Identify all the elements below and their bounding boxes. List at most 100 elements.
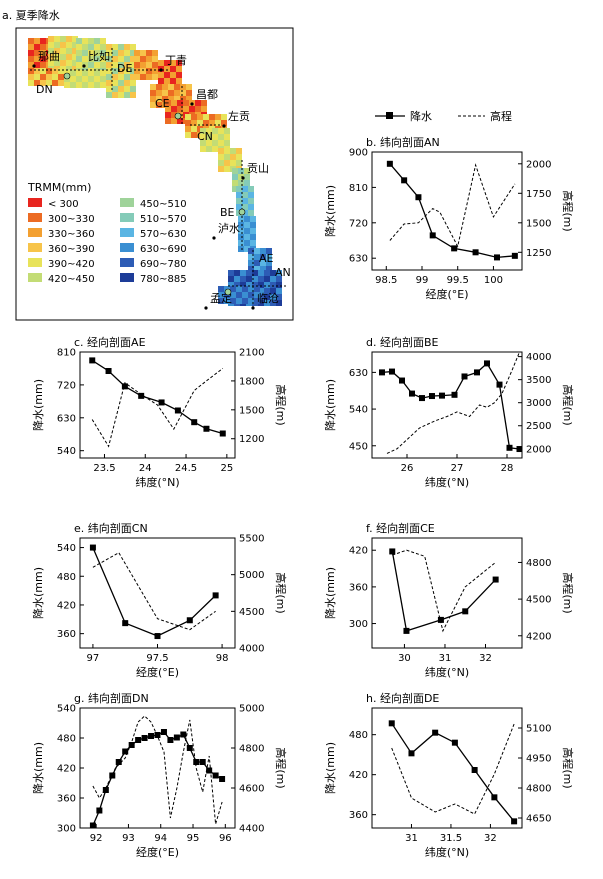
map-cell (94, 56, 100, 62)
map-cell (48, 42, 54, 48)
map-cell (236, 154, 242, 160)
profile-label: AE (259, 252, 274, 265)
map-cell (195, 100, 201, 106)
y-tick-label: 420 (349, 546, 368, 557)
precip-point (199, 759, 206, 765)
map-cell (232, 186, 238, 192)
legend-label: 450~510 (140, 199, 187, 210)
map-cell (118, 80, 124, 86)
precip-point (472, 249, 479, 256)
map-cell (183, 100, 189, 106)
place-dot (159, 68, 163, 72)
map-cell (40, 56, 46, 62)
chart-f: f. 经向剖面CE 30 31 32 300 360 420 4200 4500 4800 纬度(°… (323, 521, 575, 679)
map-cell (40, 50, 46, 56)
y2-tick-label: 1500 (526, 218, 551, 229)
map-cell (124, 80, 130, 86)
place-label: 左贡 (228, 110, 250, 123)
y2-tick-label: 1800 (239, 376, 264, 387)
chart-title: d. 经向剖面BE (366, 335, 439, 349)
x-tick-label: 31 (439, 653, 452, 664)
legend-label: 360~390 (48, 244, 95, 255)
map-cell (185, 120, 191, 126)
map-cell (70, 70, 76, 76)
precip-line (92, 731, 223, 826)
precip-point (174, 407, 181, 414)
y-tick-label: 480 (57, 572, 76, 583)
map-cell (264, 276, 270, 282)
legend-swatch (120, 273, 134, 282)
map-cell (152, 68, 158, 74)
elevation-line (91, 368, 224, 448)
map-cell (258, 270, 264, 276)
map-cell (218, 140, 224, 146)
map-cell (88, 62, 94, 68)
map-cell (252, 270, 258, 276)
map-cell (250, 216, 256, 222)
map-cell (82, 50, 88, 56)
map-cell (66, 36, 72, 42)
map-cell (254, 292, 260, 298)
map-cell (248, 204, 254, 210)
map-cell (118, 74, 124, 80)
precip-point (160, 729, 167, 735)
map-cell (224, 166, 230, 172)
y-tick-label: 420 (349, 770, 368, 781)
map-cell (106, 80, 112, 86)
map-cell (224, 298, 230, 304)
map-cell (232, 168, 238, 174)
y2-axis-label: 高程(m) (274, 572, 288, 613)
map-cell (234, 282, 240, 288)
map-cell (118, 92, 124, 98)
chart-g: g. 纬向剖面DN 92 93 94 95 96 300 360 420 480 540 4400 46… (31, 691, 288, 859)
map-cell (118, 56, 124, 62)
chart-e: e. 纬向剖面CN 97 97.5 98 360 420 480 540 4000 4500 500… (31, 521, 288, 679)
x-axis-label: 经度(°E) (136, 665, 179, 679)
plot-frame (79, 537, 236, 649)
precip-point (148, 733, 155, 739)
map-cell (34, 80, 40, 86)
precip-point (105, 368, 112, 375)
map-cell (191, 132, 197, 138)
map-cell (112, 56, 118, 62)
map-cell (150, 84, 156, 90)
map-cell (130, 62, 136, 68)
map-cell (158, 72, 164, 78)
x-tick-label: 28 (501, 463, 514, 474)
map-cell (130, 44, 136, 50)
map-cell (248, 266, 254, 272)
map-cell (240, 282, 246, 288)
map-cell (54, 54, 60, 60)
map-legend: TRMM(mm) < 300 300~330 330~360 360~390 390~4… (27, 181, 187, 285)
map-cell (106, 92, 112, 98)
map-cell (209, 114, 215, 120)
precip-point (461, 373, 468, 380)
precip-point (154, 732, 161, 738)
map-cell (250, 222, 256, 228)
legend-swatch (28, 273, 42, 282)
map-cell (224, 134, 230, 140)
map-cell (218, 292, 224, 298)
x-tick-label: 93 (122, 833, 135, 844)
map-cell (266, 248, 272, 254)
x-tick-label: 99.5 (447, 275, 469, 286)
map-cell (152, 74, 158, 80)
map-cell (146, 50, 152, 56)
map-cell (171, 112, 177, 118)
map-cell (28, 80, 34, 86)
map-cell (72, 42, 78, 48)
map-cell (258, 294, 264, 300)
map-cell (221, 120, 227, 126)
map-cell (218, 286, 224, 292)
map-cell (248, 260, 254, 266)
map-cell (70, 76, 76, 82)
map-cell (238, 180, 244, 186)
precip-point (109, 772, 116, 779)
map-cell (34, 38, 40, 44)
map-cell (230, 148, 236, 154)
map-cell (118, 50, 124, 56)
map-cell (236, 192, 242, 198)
y2-tick-label: 5000 (239, 704, 264, 715)
map-cell (224, 128, 230, 134)
